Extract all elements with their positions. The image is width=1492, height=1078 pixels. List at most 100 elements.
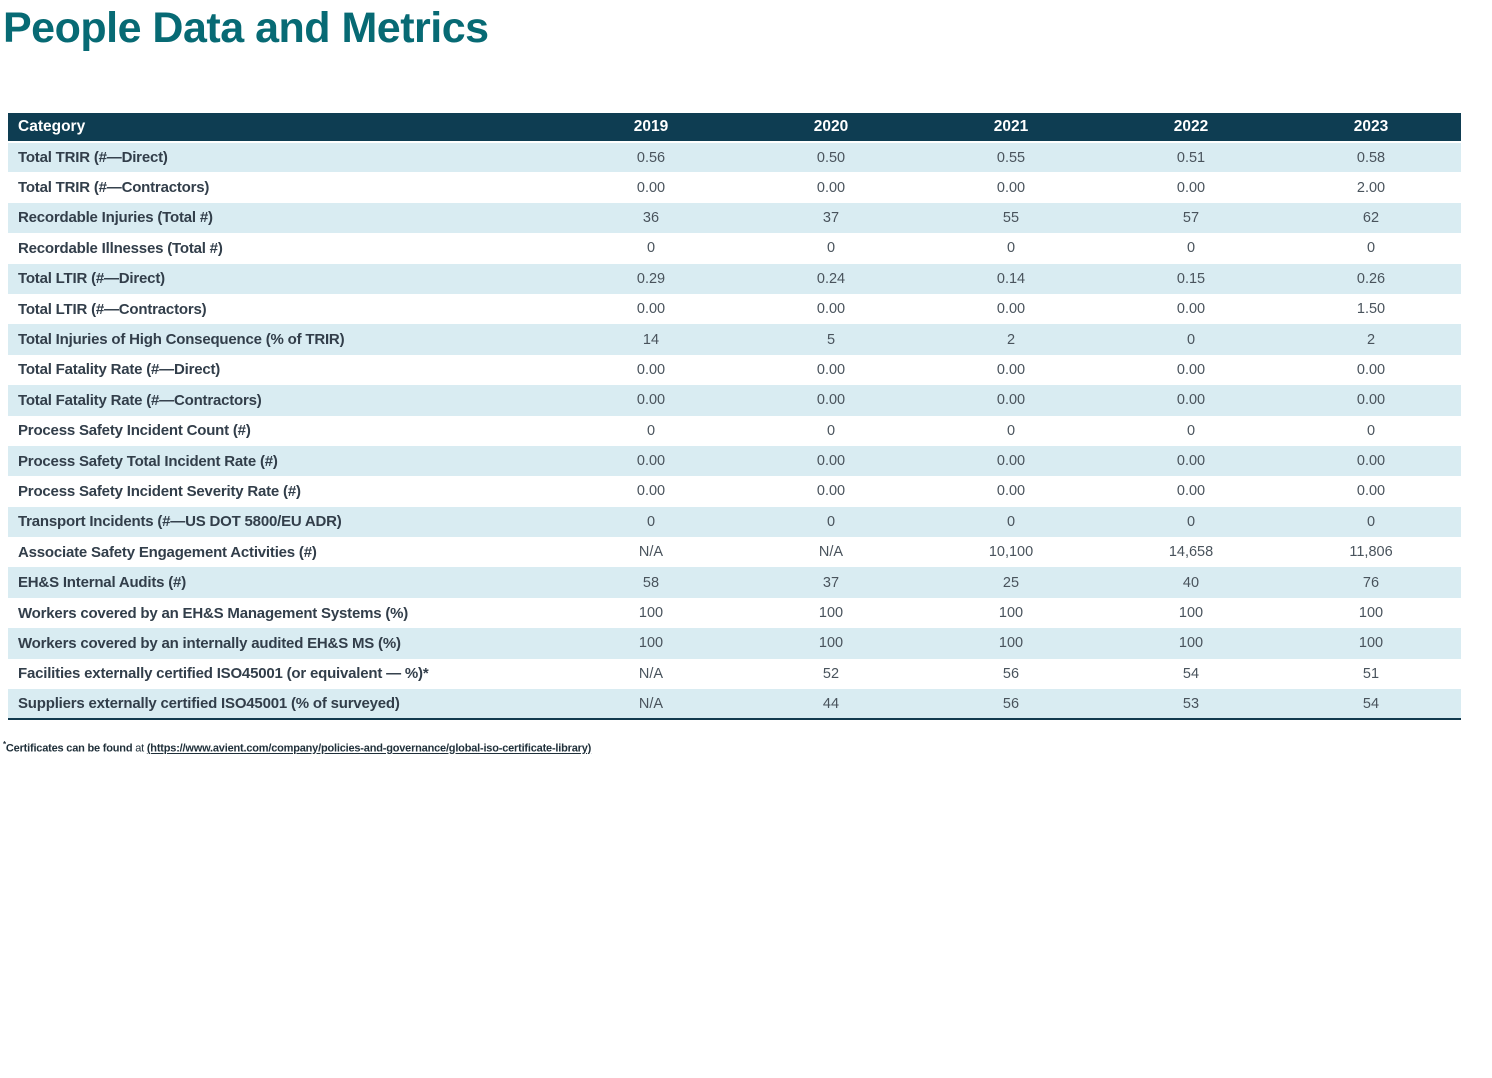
category-cell: Process Safety Incident Count (#) bbox=[18, 422, 251, 440]
table-row: EH&S Internal Audits (#) 58 37 25 40 76 bbox=[8, 567, 1461, 598]
table-body: Total TRIR (#—Direct) 0.56 0.50 0.55 0.51 0.5… bbox=[8, 142, 1461, 721]
value-cell: 53 bbox=[1101, 689, 1281, 721]
value-cell: 0.00 bbox=[1356, 483, 1386, 500]
table-row: Transport Incidents (#—US DOT 5800/EU AD… bbox=[8, 506, 1461, 538]
column-header-2022: 2022 bbox=[1101, 113, 1281, 143]
value-cell: 1.50 bbox=[1356, 301, 1386, 318]
value-cell: 0.00 bbox=[996, 392, 1026, 409]
table-row: Recordable Illnesses (Total #) 0 0 0 0 0 bbox=[8, 233, 1461, 264]
value-cell: 0.00 bbox=[636, 361, 666, 378]
value-cell: 0.00 bbox=[816, 392, 846, 409]
table-header: Category 2019 2020 2021 2022 2023 bbox=[8, 113, 1461, 143]
value-cell: 25 bbox=[1002, 574, 1020, 591]
table-row: Suppliers externally certified ISO45001 … bbox=[8, 689, 1461, 721]
value-cell: 0.00 bbox=[816, 453, 846, 470]
value-cell: 56 bbox=[921, 689, 1101, 721]
value-cell: 2 bbox=[1006, 331, 1016, 348]
value-cell: 0.00 bbox=[996, 301, 1026, 318]
category-cell: Suppliers externally certified ISO45001 … bbox=[8, 689, 561, 721]
value-cell: 55 bbox=[1002, 209, 1020, 226]
value-cell: 100 bbox=[998, 635, 1024, 652]
certificates-footnote: *Certificates can be found at (https://w… bbox=[3, 740, 591, 755]
table-row: Total TRIR (#—Contractors) 0.00 0.00 0.00 0.… bbox=[8, 172, 1461, 203]
value-cell: 37 bbox=[822, 574, 840, 591]
value-cell: 0 bbox=[1006, 240, 1016, 257]
value-cell: 0.00 bbox=[1176, 483, 1206, 500]
category-cell: Recordable Injuries (Total #) bbox=[18, 209, 213, 227]
value-cell: 0 bbox=[1186, 240, 1196, 257]
category-cell: Workers covered by an EH&S Management Sy… bbox=[18, 604, 409, 622]
column-header-2021: 2021 bbox=[921, 113, 1101, 143]
value-cell: 76 bbox=[1362, 574, 1380, 591]
category-cell: Recordable Illnesses (Total #) bbox=[18, 239, 223, 257]
value-cell: 100 bbox=[638, 635, 664, 652]
column-header-2019: 2019 bbox=[561, 113, 741, 143]
table-row: Total Injuries of High Consequence (% of… bbox=[8, 324, 1461, 355]
value-cell: 0 bbox=[1186, 331, 1196, 348]
value-cell: 0.55 bbox=[996, 149, 1026, 166]
category-cell: Associate Safety Engagement Activities (… bbox=[18, 543, 317, 561]
page-title: People Data and Metrics bbox=[3, 4, 489, 52]
value-cell: 54 bbox=[1281, 689, 1461, 721]
value-cell: 100 bbox=[1358, 635, 1384, 652]
category-cell: Total LTIR (#—Contractors) bbox=[18, 300, 207, 318]
table-row: Process Safety Total Incident Rate (#) 0.… bbox=[8, 445, 1461, 477]
value-cell: 14,658 bbox=[1168, 544, 1214, 561]
value-cell: 0.00 bbox=[1176, 361, 1206, 378]
value-cell: 0.00 bbox=[1176, 301, 1206, 318]
value-cell: 0 bbox=[1366, 422, 1376, 439]
footnote-bold-text: Certificates can be found bbox=[5, 742, 133, 755]
value-cell: 0.56 bbox=[636, 149, 666, 166]
category-cell: Process Safety Incident Severity Rate (#… bbox=[18, 482, 301, 500]
column-header-2020: 2020 bbox=[741, 113, 921, 143]
value-cell: 0.14 bbox=[996, 270, 1026, 287]
table-row: Associate Safety Engagement Activities (… bbox=[8, 537, 1461, 568]
value-cell: N/A bbox=[818, 544, 844, 561]
value-cell: 2.00 bbox=[1356, 179, 1386, 196]
value-cell: 56 bbox=[1002, 665, 1020, 682]
value-cell: 62 bbox=[1362, 209, 1380, 226]
value-cell: 51 bbox=[1362, 665, 1380, 682]
category-cell: Transport Incidents (#—US DOT 5800/EU AD… bbox=[18, 513, 342, 531]
footnote-asterisk: * bbox=[3, 740, 6, 749]
table-row: Total Fatality Rate (#—Contractors) 0.00 0… bbox=[8, 385, 1461, 416]
category-cell: Total LTIR (#—Direct) bbox=[18, 270, 165, 288]
value-cell: 0.00 bbox=[1356, 361, 1386, 378]
value-cell: 58 bbox=[642, 574, 660, 591]
value-cell: 54 bbox=[1182, 665, 1200, 682]
table-row: Process Safety Incident Severity Rate (#… bbox=[8, 476, 1461, 507]
table-row: Facilities externally certified ISO45001… bbox=[8, 658, 1461, 690]
value-cell: 0 bbox=[1366, 240, 1376, 257]
value-cell: 0 bbox=[1006, 513, 1016, 530]
value-cell: 44 bbox=[741, 689, 921, 721]
value-cell: 0.29 bbox=[636, 270, 666, 287]
table-row: Total LTIR (#—Direct) 0.29 0.24 0.14 0.15 0.2… bbox=[8, 263, 1461, 294]
value-cell: 0.58 bbox=[1356, 149, 1386, 166]
table-row: Total Fatality Rate (#—Direct) 0.00 0.00 0.… bbox=[8, 354, 1461, 386]
category-cell: Total Fatality Rate (#—Contractors) bbox=[18, 391, 262, 409]
value-cell: 57 bbox=[1182, 209, 1200, 226]
value-cell: 2 bbox=[1366, 331, 1376, 348]
category-cell: Facilities externally certified ISO45001… bbox=[18, 665, 429, 683]
value-cell: 0.00 bbox=[1176, 179, 1206, 196]
value-cell: 0.00 bbox=[1356, 453, 1386, 470]
value-cell: 0.00 bbox=[816, 483, 846, 500]
value-cell: 0.00 bbox=[996, 483, 1026, 500]
value-cell: 0 bbox=[1186, 513, 1196, 530]
value-cell: 0 bbox=[646, 422, 656, 439]
value-cell: 0.00 bbox=[1176, 453, 1206, 470]
iso-certificate-library-link[interactable]: (https://www.avient.com/company/policies… bbox=[146, 742, 592, 755]
value-cell: 40 bbox=[1182, 574, 1200, 591]
value-cell: 0.00 bbox=[996, 361, 1026, 378]
value-cell: 100 bbox=[818, 605, 844, 622]
value-cell: 36 bbox=[642, 209, 660, 226]
category-cell: Total Fatality Rate (#—Direct) bbox=[18, 361, 221, 379]
value-cell: 11,806 bbox=[1349, 544, 1393, 561]
table-row: Total TRIR (#—Direct) 0.56 0.50 0.55 0.51 0.5… bbox=[8, 142, 1461, 173]
value-cell: 0.00 bbox=[816, 301, 846, 318]
value-cell: 100 bbox=[998, 605, 1024, 622]
value-cell: 10,100 bbox=[988, 544, 1034, 561]
value-cell: 100 bbox=[1358, 605, 1384, 622]
table-row: Total LTIR (#—Contractors) 0.00 0.00 0.00 0.… bbox=[8, 293, 1461, 325]
value-cell: 0 bbox=[1366, 513, 1376, 530]
